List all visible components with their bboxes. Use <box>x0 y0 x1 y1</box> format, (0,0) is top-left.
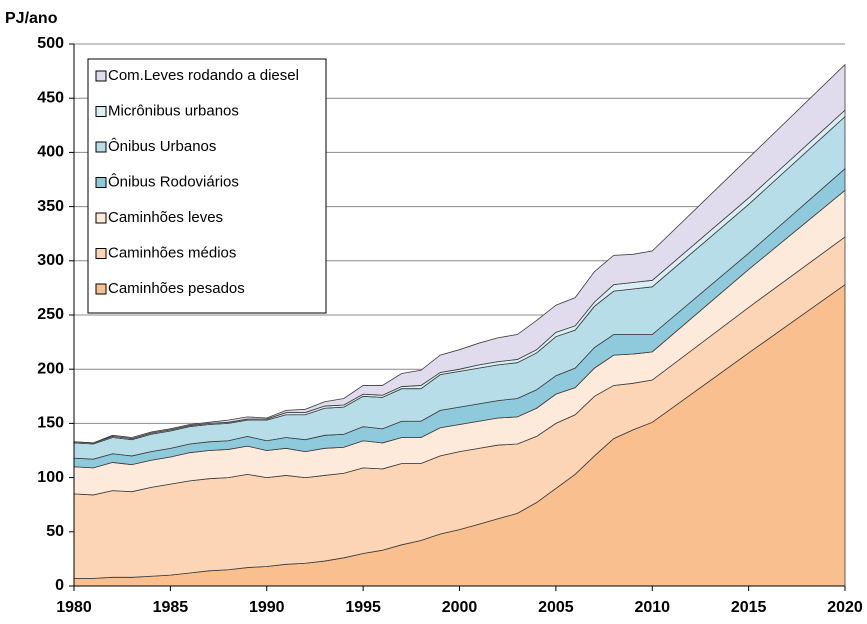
y-tick-label: 500 <box>37 35 64 52</box>
y-tick-label: 250 <box>37 306 64 323</box>
y-tick-label: 100 <box>37 469 64 486</box>
y-tick-label: 50 <box>46 523 64 540</box>
x-tick-label: 1985 <box>153 599 189 616</box>
y-tick-label: 0 <box>55 577 64 594</box>
legend-label: Caminhões leves <box>108 209 223 226</box>
legend-swatch <box>95 70 107 82</box>
legend-label: Com.Leves rodando a diesel <box>108 67 299 84</box>
legend-box <box>87 58 327 314</box>
legend-swatch <box>95 106 107 117</box>
x-tick-label: 2015 <box>731 599 767 616</box>
legend-swatch <box>95 177 107 188</box>
y-tick-label: 300 <box>37 252 64 269</box>
x-tick-label: 1990 <box>249 599 285 616</box>
x-tick-label: 1995 <box>345 599 381 616</box>
legend-label: Caminhões médios <box>108 244 236 261</box>
legend-label: Ônibus Rodoviários <box>108 173 239 190</box>
x-tick-label: 1980 <box>56 599 92 616</box>
area <box>73 63 846 444</box>
y-tick-label: 150 <box>37 415 64 432</box>
x-tick-label: 2005 <box>538 599 574 616</box>
y-tick-label: 200 <box>37 360 64 377</box>
y-tick-label: 350 <box>37 198 64 215</box>
legend-label: Ônibus Urbanos <box>108 138 216 155</box>
legend-swatch <box>95 212 107 224</box>
legend-swatch <box>95 283 107 295</box>
y-tick-label: 450 <box>37 89 64 106</box>
legend-label: Caminhões pesados <box>108 280 245 297</box>
legend-swatch <box>95 248 107 259</box>
legend-swatch <box>95 141 107 153</box>
x-tick-label: 2020 <box>827 599 863 616</box>
legend-label: Micrônibus urbanos <box>108 102 239 119</box>
y-tick-label: 400 <box>37 144 64 161</box>
x-tick-label: 2000 <box>442 599 478 616</box>
x-tick-label: 2010 <box>634 599 670 616</box>
y-axis-label: PJ/ano <box>5 10 58 27</box>
